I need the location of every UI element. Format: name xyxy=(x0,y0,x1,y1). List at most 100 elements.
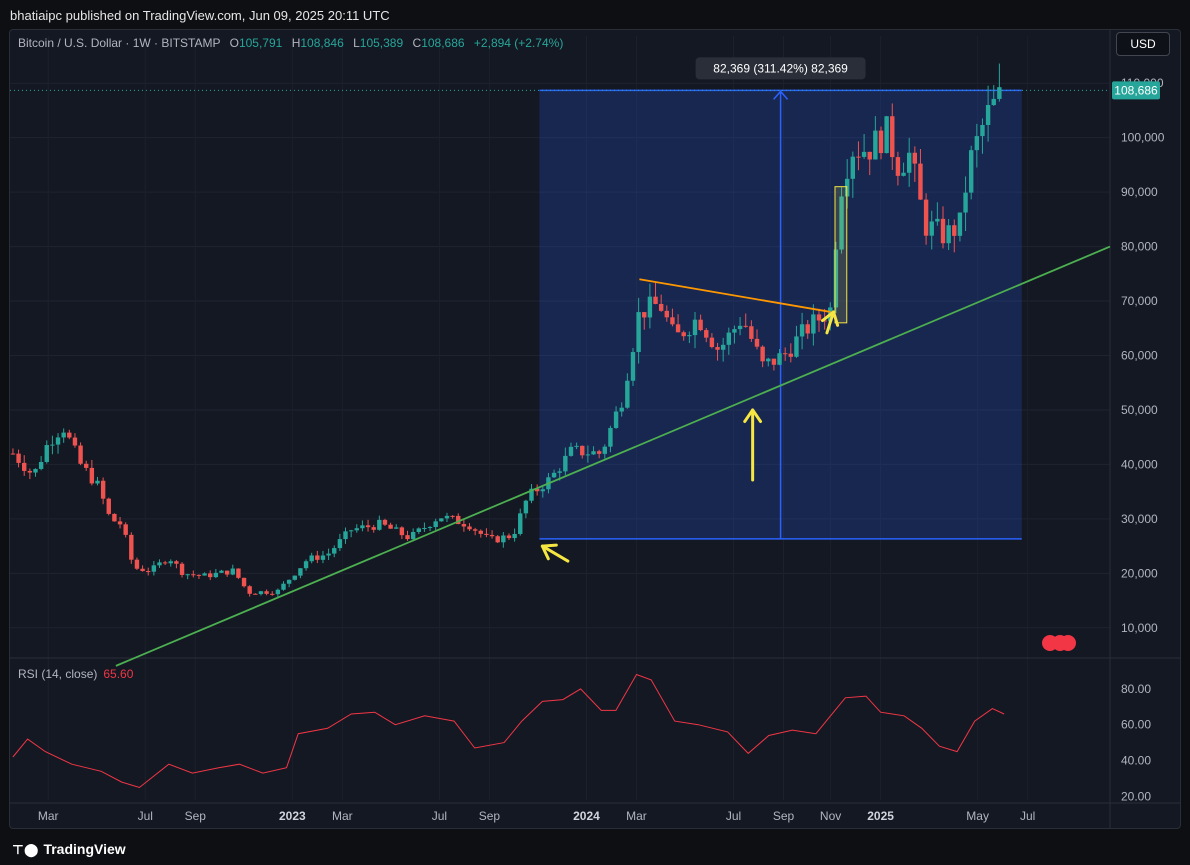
candle-body xyxy=(861,151,867,157)
candle-body xyxy=(151,565,157,572)
candle-body xyxy=(906,152,912,173)
chart-frame[interactable] xyxy=(9,29,1181,829)
candle-body xyxy=(997,87,1002,99)
candle-body xyxy=(433,521,438,528)
candle-body xyxy=(332,548,337,554)
candle-body xyxy=(365,525,371,528)
candle-body xyxy=(636,312,641,353)
candle-body xyxy=(354,528,359,531)
candle-body xyxy=(580,445,585,456)
price-axis-label: 20,000 xyxy=(1121,566,1158,580)
candle-body xyxy=(726,332,732,345)
rising-trendline[interactable] xyxy=(115,245,1111,667)
candle-body xyxy=(224,570,230,575)
candle-body xyxy=(157,562,162,566)
candle-body xyxy=(191,574,196,576)
candle-body xyxy=(912,152,918,164)
candle-body xyxy=(760,346,765,362)
candle-body xyxy=(286,579,292,584)
candle-body xyxy=(805,324,810,334)
current-price-label: 108,686 xyxy=(1114,83,1158,97)
price-axis-label: 60,000 xyxy=(1121,349,1158,363)
candle-body xyxy=(833,249,839,308)
rsi-label[interactable]: RSI (14, close) xyxy=(18,667,98,681)
candle-body xyxy=(754,338,760,347)
measure-label: 82,369 (311.42%) 82,369 xyxy=(713,61,848,75)
candle-body xyxy=(766,358,771,362)
candle-body xyxy=(704,330,709,338)
price-axis-label: 100,000 xyxy=(1121,131,1165,145)
tradingview-logo[interactable]: ⊤⬤ TradingView xyxy=(12,841,126,858)
candle-body xyxy=(236,568,241,578)
candle-body xyxy=(230,568,235,575)
candle-body xyxy=(50,444,55,446)
candle-body xyxy=(658,303,664,311)
candle-body xyxy=(534,488,540,492)
candle-body xyxy=(957,212,963,236)
candle-body xyxy=(918,163,923,200)
candle-body xyxy=(456,515,461,525)
change-value: +2,894 (+2.74%) xyxy=(473,36,564,50)
candle-body xyxy=(585,454,591,456)
candle-body xyxy=(348,530,354,532)
candle-body xyxy=(174,561,179,564)
candle-body xyxy=(563,455,568,472)
candle-body xyxy=(377,519,382,530)
candle-body xyxy=(472,529,478,531)
logo-text: TradingView xyxy=(43,841,126,857)
time-axis-label: Sep xyxy=(479,809,501,823)
candle-body xyxy=(422,528,427,530)
candle-body xyxy=(788,353,794,357)
candle-body xyxy=(591,451,596,455)
time-axis-label: Sep xyxy=(185,809,207,823)
measure-label-box xyxy=(695,57,866,80)
candle-body xyxy=(529,488,534,501)
candle-body xyxy=(985,105,991,125)
candle-body xyxy=(394,527,399,529)
candle-body xyxy=(991,98,996,106)
candle-body xyxy=(326,553,331,556)
time-axis-label: 2023 xyxy=(279,809,306,823)
time-axis-label: Mar xyxy=(626,809,647,823)
candle-body xyxy=(467,526,472,530)
candle-body xyxy=(410,532,416,540)
candle-body xyxy=(980,124,985,137)
candle-body xyxy=(55,437,61,445)
candle-body xyxy=(709,337,715,348)
candle-body xyxy=(112,513,117,522)
breakout-box[interactable] xyxy=(834,186,848,324)
candle-body xyxy=(450,515,455,517)
descending-resistance-line[interactable] xyxy=(639,278,831,313)
symbol-name[interactable]: Bitcoin / U.S. Dollar · 1W · BITSTAMP xyxy=(18,36,221,50)
candle-body xyxy=(692,319,698,336)
rsi-axis-label: 20.00 xyxy=(1121,789,1151,803)
candle-body xyxy=(512,533,517,539)
candle-body xyxy=(850,156,856,179)
candle-body xyxy=(343,531,348,540)
price-axis-label: 50,000 xyxy=(1121,403,1158,417)
yellow-arrow-trend-touch xyxy=(540,544,570,563)
candle-body xyxy=(303,561,309,569)
candle-body xyxy=(247,586,252,594)
candle-body xyxy=(822,320,827,322)
candle-body xyxy=(720,344,726,350)
yellow-arrow-support-head xyxy=(743,408,763,424)
time-axis-label: Jul xyxy=(138,809,153,823)
candle-body xyxy=(179,563,185,575)
time-axis-label: 2025 xyxy=(867,809,894,823)
candle-body xyxy=(737,325,743,330)
candle-body xyxy=(168,561,173,564)
candle-body xyxy=(613,411,619,428)
currency-button[interactable]: USD xyxy=(1116,32,1170,56)
candle-body xyxy=(923,199,929,236)
publisher-text: bhatiaipc published on TradingView.com, … xyxy=(10,8,390,23)
candle-body xyxy=(484,533,489,535)
candle-body xyxy=(134,559,140,569)
time-axis-label: Sep xyxy=(773,809,795,823)
publish-header: bhatiaipc published on TradingView.com, … xyxy=(0,0,1190,30)
event-flag-icon[interactable] xyxy=(1060,635,1076,651)
candle-body xyxy=(33,468,38,473)
candle-body xyxy=(952,225,957,236)
price-axis-label: 40,000 xyxy=(1121,457,1158,471)
